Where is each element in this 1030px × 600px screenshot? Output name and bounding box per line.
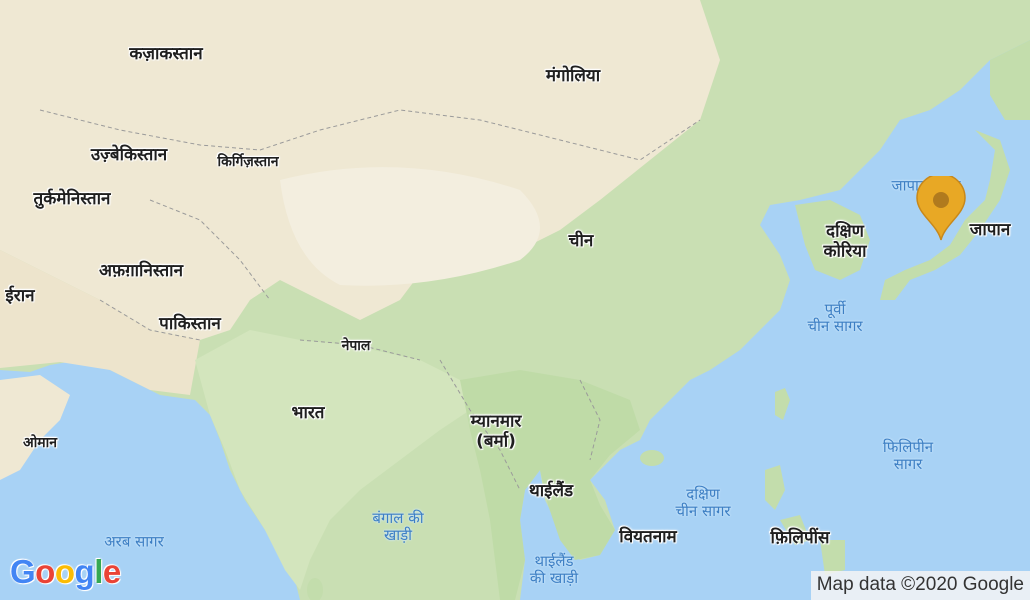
label-pakistan: पाकिस्तान bbox=[159, 314, 221, 335]
label-philippine-sea-line2: सागर bbox=[893, 455, 923, 473]
logo-letter-e: e bbox=[102, 553, 121, 590]
label-japan: जापान bbox=[969, 220, 1011, 241]
label-thailand: थाईलैंड bbox=[528, 481, 574, 502]
label-nepal: नेपाल bbox=[341, 337, 371, 354]
label-gulf-of-thailand-line2: की खाड़ी bbox=[529, 569, 579, 587]
label-south-korea-line2: कोरिया bbox=[823, 241, 867, 261]
label-gulf-of-thailand: थाईलैंड की खाड़ी bbox=[529, 551, 579, 588]
label-east-china-sea-line2: चीन सागर bbox=[807, 317, 863, 335]
label-south-china-sea-line1: दक्षिण bbox=[686, 484, 720, 503]
label-iran: ईरान bbox=[5, 286, 35, 307]
label-turkmenistan: तुर्कमेनिस्तान bbox=[33, 189, 111, 210]
label-myanmar-line2: (बर्मा) bbox=[476, 431, 516, 451]
label-bay-of-bengal-line2: खाड़ी bbox=[383, 526, 413, 544]
label-philippines: फ़िलिपींस bbox=[770, 528, 830, 549]
label-philippine-sea-line1: फिलिपीन bbox=[882, 437, 934, 456]
label-south-china-sea-line2: चीन सागर bbox=[675, 502, 731, 520]
label-arabian-sea: अरब सागर bbox=[104, 532, 164, 551]
label-south-china-sea: दक्षिण चीन सागर bbox=[675, 484, 731, 521]
logo-letter-o1: o bbox=[35, 553, 55, 590]
logo-letter-o2: o bbox=[54, 553, 75, 590]
map-pin-icon[interactable] bbox=[913, 173, 969, 242]
label-bay-of-bengal-line1: बंगाल की bbox=[372, 508, 424, 527]
label-afghanistan: अफ़ग़ानिस्तान bbox=[98, 261, 184, 282]
label-east-china-sea-line1: पूर्वी bbox=[824, 299, 846, 318]
logo-letter-g: G bbox=[10, 553, 36, 590]
label-india: भारत bbox=[291, 403, 325, 424]
google-logo[interactable]: Google bbox=[10, 553, 121, 591]
label-uzbekistan: उज़्बेकिस्तान bbox=[90, 145, 168, 166]
label-myanmar: म्यानमार (बर्मा) bbox=[471, 412, 522, 451]
label-south-korea: दक्षिण कोरिया bbox=[823, 222, 866, 261]
label-east-china-sea: पूर्वी चीन सागर bbox=[807, 299, 863, 336]
label-kyrgyzstan: किर्गिज़स्तान bbox=[217, 153, 279, 170]
label-oman: ओमान bbox=[22, 434, 58, 451]
label-south-korea-line1: दक्षिण bbox=[826, 221, 864, 242]
logo-letter-l: l bbox=[94, 553, 103, 590]
label-kazakhstan: कज़ाकस्तान bbox=[129, 44, 203, 65]
label-myanmar-line1: म्यानमार bbox=[470, 411, 522, 432]
logo-letter-g2: g bbox=[74, 553, 95, 590]
label-gulf-of-thailand-line1: थाईलैंड bbox=[534, 551, 574, 570]
label-vietnam: वियतनाम bbox=[619, 527, 677, 548]
label-china: चीन bbox=[568, 231, 594, 252]
label-bay-of-bengal: बंगाल की खाड़ी bbox=[372, 508, 424, 545]
map-attribution[interactable]: Map data ©2020 Google bbox=[810, 571, 1030, 600]
label-philippine-sea: फिलिपीन सागर bbox=[882, 437, 934, 474]
label-mongolia: मंगोलिया bbox=[545, 66, 601, 87]
